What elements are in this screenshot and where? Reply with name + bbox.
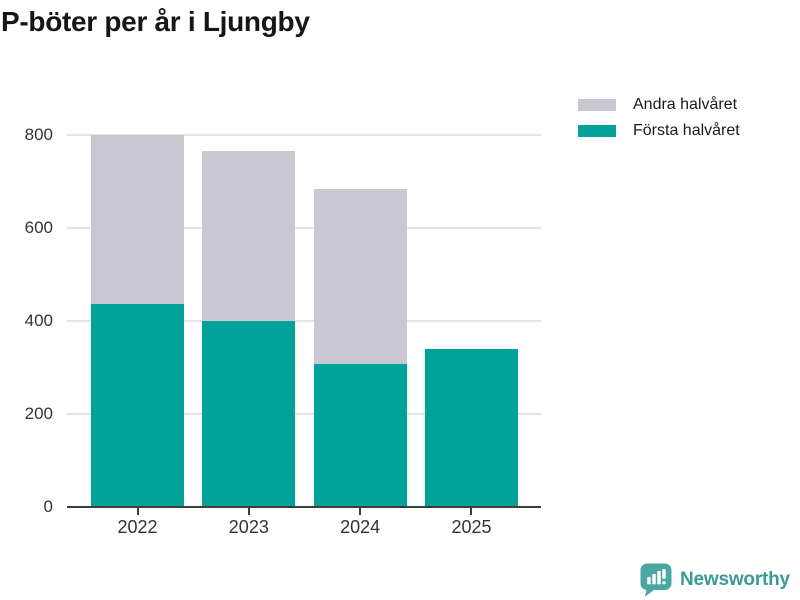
x-tick-label-2025: 2025: [451, 517, 492, 537]
legend-item-forsta-halvaret: Första halvåret: [578, 118, 740, 144]
logo-bar-tall: [657, 571, 661, 585]
y-tick-label-400: 400: [24, 311, 53, 330]
bar-2023-forsta-halvaret: [202, 321, 296, 507]
logo-bar-medium: [652, 574, 656, 585]
newsworthy-logo-icon: [640, 563, 672, 597]
legend: Andra halvåret Första halvåret: [578, 92, 740, 144]
gridline-800: [67, 134, 541, 136]
legend-item-andra-halvaret: Andra halvåret: [578, 92, 740, 118]
logo-bar-short: [647, 577, 651, 585]
newsworthy-branding: Newsworthy: [640, 563, 790, 597]
bar-2022-andra-halvaret: [91, 135, 184, 304]
legend-label-andra: Andra halvåret: [633, 96, 738, 113]
y-tick-label-0: 0: [43, 497, 53, 516]
gridline-400: [67, 320, 541, 322]
bar-2024-forsta-halvaret: [313, 364, 407, 507]
bar-2022-forsta-halvaret: [91, 303, 184, 507]
bar-2023-andra-halvaret: [202, 150, 296, 321]
x-tick-2022: [136, 508, 139, 515]
y-tick-label-800: 800: [24, 125, 53, 144]
bar-2025-forsta-halvaret: [424, 348, 518, 507]
gridline-600: [67, 227, 541, 229]
logo-exclamation-stem: [662, 569, 666, 579]
x-axis-line: [67, 506, 541, 508]
chart-title: P-böter per år i Ljungby: [1, 6, 310, 37]
x-tick-label-2024: 2024: [340, 517, 381, 537]
x-tick-2025: [470, 508, 473, 515]
y-tick-label-600: 600: [24, 218, 53, 237]
y-tick-label-200: 200: [24, 404, 53, 423]
legend-swatch-andra: [578, 99, 616, 111]
gridline-200: [67, 413, 541, 415]
x-tick-label-2023: 2023: [228, 517, 269, 537]
legend-label-forsta: Första halvåret: [633, 122, 740, 139]
x-tick-2024: [359, 508, 362, 515]
bar-2024-andra-halvaret: [313, 189, 407, 365]
x-tick-2023: [247, 508, 250, 515]
logo-exclamation-dot: [662, 581, 666, 585]
newsworthy-logo-text: Newsworthy: [680, 569, 790, 590]
legend-swatch-forsta: [578, 125, 616, 137]
x-tick-label-2022: 2022: [117, 517, 158, 537]
